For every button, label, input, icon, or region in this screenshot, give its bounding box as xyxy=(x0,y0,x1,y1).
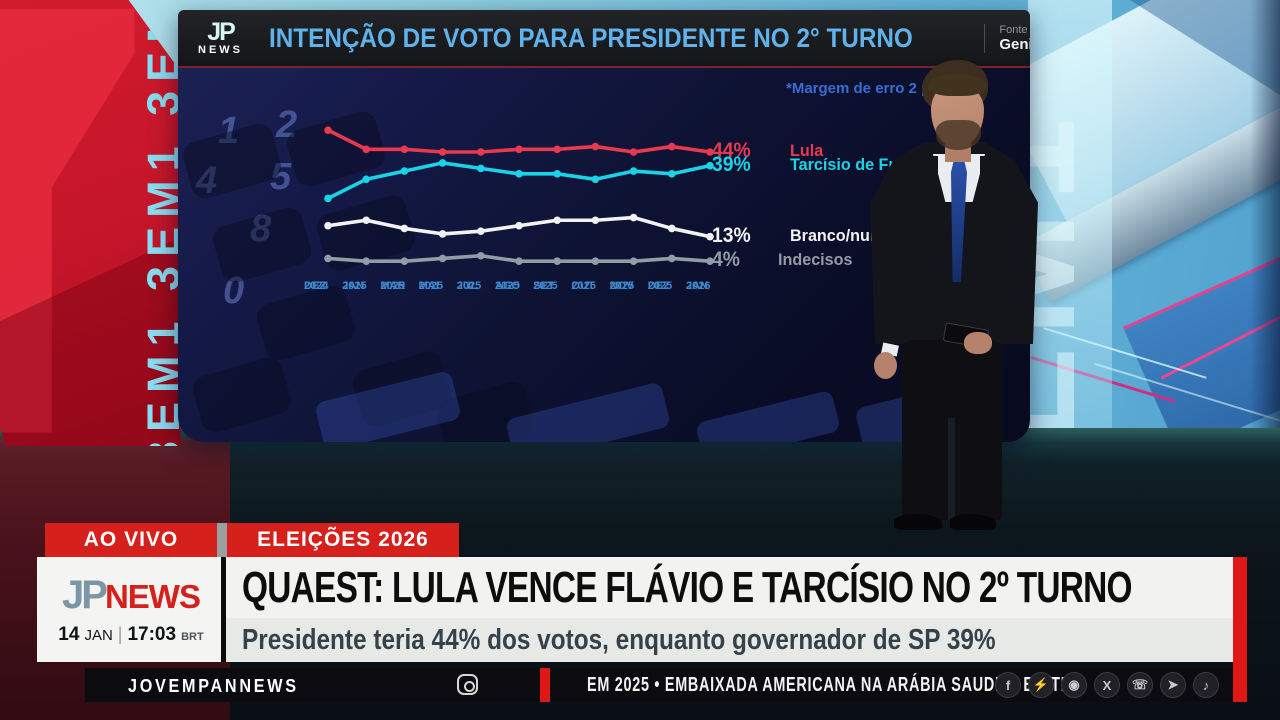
date-time-row: 14 JAN | 17:03 BRT xyxy=(58,624,203,646)
legend-row: 44% Lula xyxy=(712,139,825,162)
jp-logo-news-text: NEWS xyxy=(104,578,201,615)
legend-row: 4% Indecisos xyxy=(712,248,857,272)
series-name-label: Branco/nulo xyxy=(790,225,885,245)
series-name-label: Lula xyxy=(790,141,824,160)
clock-time: 17:03 xyxy=(127,624,177,645)
series-value-label: 4% xyxy=(712,248,740,272)
presenter-shoe xyxy=(950,514,996,530)
lower-third-divider xyxy=(221,557,226,662)
whatsapp-icon[interactable]: ☏ xyxy=(1127,672,1153,698)
category-badge-label: ELEIÇÕES 2026 xyxy=(257,528,429,551)
badge-divider xyxy=(217,523,227,557)
jpnews-screen-logo: JP NEWS xyxy=(198,18,243,57)
instagram-icon[interactable]: ◉ xyxy=(1061,672,1087,698)
presenter-right-hand xyxy=(964,332,992,354)
keypad-digit: 0 xyxy=(223,270,245,312)
social-icons-row: f ⚡ ◉ X ☏ ➤ ♪ xyxy=(995,672,1219,698)
presenter-leg-shadow xyxy=(948,418,955,520)
news-presenter xyxy=(852,58,1052,532)
headline-text: QUAEST: LULA VENCE FLÁVIO E TARCÍSIO NO … xyxy=(242,562,1133,612)
legend-row: 13% Branco/nulo xyxy=(712,223,889,247)
lower-third-end-cap xyxy=(1233,557,1247,702)
tiktok-icon[interactable]: ♪ xyxy=(1193,672,1219,698)
chart-title-bar: JP NEWS INTENÇÃO DE VOTO PARA PRESIDENTE… xyxy=(178,10,1030,68)
margin-of-error-note: *Margem de erro 2 p.p. xyxy=(786,80,948,97)
chart-source: Fonte Genial/Quaest xyxy=(984,23,1030,53)
series-value-label: 39% xyxy=(712,152,751,176)
ticker-headline: EM 2025 • EMBAIXADA AMERICANA NA ARÁBIA … xyxy=(587,674,1087,696)
jp-logo-glyph: JP xyxy=(62,573,108,617)
series-value-label: 44% xyxy=(712,139,751,162)
jp-logo-glyph: JP xyxy=(207,18,236,46)
wall-light-column xyxy=(1028,0,1112,445)
presenter-shoe xyxy=(894,514,942,530)
subheadline-text: Presidente teria 44% dos votos, enquanto… xyxy=(242,623,996,656)
x-icon[interactable]: X xyxy=(1094,672,1120,698)
source-label: Fonte xyxy=(999,23,1028,36)
date-month: JAN xyxy=(84,627,113,644)
messenger-icon[interactable]: ⚡ xyxy=(1028,672,1054,698)
jp-logo-news-text: NEWS xyxy=(198,44,243,56)
presenter-legs xyxy=(902,340,1002,520)
source-value: Genial/Quaest xyxy=(999,35,1030,53)
live-badge: AO VIVO xyxy=(45,523,217,557)
news-ticker: JOVEMPANNEWS EM 2025 • EMBAIXADA AMERICA… xyxy=(85,668,1233,702)
presenter-hair-fringe xyxy=(928,74,986,96)
set-red-panel: 3EM1 3EM1 3EM1 3EM1 3EM1 xyxy=(0,0,181,446)
keypad-digit: 2 xyxy=(276,104,298,146)
social-handle: JOVEMPANNEWS xyxy=(128,676,299,696)
presenter-left-hand xyxy=(874,352,897,379)
series-name-label: Indecisos xyxy=(778,250,853,270)
keypad-digit: 5 xyxy=(270,156,292,198)
telegram-icon[interactable]: ➤ xyxy=(1160,672,1186,698)
instagram-icon[interactable] xyxy=(457,674,478,695)
subheadline-bar: Presidente teria 44% dos votos, enquanto… xyxy=(226,618,1233,662)
series-value-label: 13% xyxy=(712,223,751,247)
date-day: 14 xyxy=(58,624,80,645)
jpnews-logo-box: JP NEWS 14 JAN | 17:03 BRT xyxy=(37,557,225,662)
keypad-digit: 4 xyxy=(196,160,218,202)
category-badge: ELEIÇÕES 2026 xyxy=(227,523,459,557)
poll-line-chart xyxy=(324,126,714,265)
live-badge-label: AO VIVO xyxy=(83,528,179,551)
keypad-digit: 8 xyxy=(250,208,272,250)
chart-title: INTENÇÃO DE VOTO PARA PRESIDENTE NO 2° T… xyxy=(269,22,913,53)
jpnews-logo: JP NEWS xyxy=(62,573,201,618)
headline-bar: QUAEST: LULA VENCE FLÁVIO E TARCÍSIO NO … xyxy=(226,557,1233,618)
wall-watermark-3em1-bright: 3EM1 xyxy=(1062,0,1140,150)
presenter-beard xyxy=(936,120,981,150)
wall-watermark-bright-clip: 3EM1 xyxy=(1062,0,1142,150)
ticker-separator xyxy=(540,668,550,702)
date-separator: | xyxy=(117,624,123,644)
facebook-icon[interactable]: f xyxy=(995,672,1021,698)
clock-timezone: BRT xyxy=(181,631,204,643)
keypad-digit: 1 xyxy=(218,110,240,152)
